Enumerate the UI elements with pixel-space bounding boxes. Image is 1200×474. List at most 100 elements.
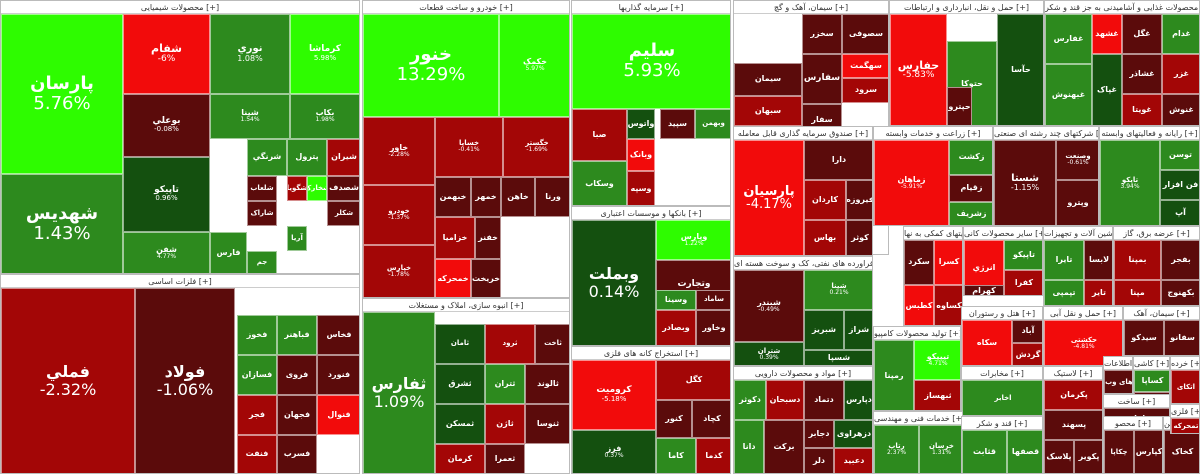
sector-title-expand[interactable]: کاشی [+] <box>1134 357 1169 370</box>
stock-tile[interactable]: شتران 0.39% <box>734 342 804 365</box>
stock-tile[interactable]: آريا <box>287 226 307 251</box>
stock-tile[interactable]: واتوس <box>627 109 655 139</box>
stock-tile[interactable]: کدما <box>696 438 730 473</box>
stock-tile[interactable]: شيران <box>327 139 359 176</box>
stock-tile[interactable]: غدام <box>1162 14 1199 54</box>
stock-tile[interactable]: جم <box>247 251 277 273</box>
stock-tile[interactable]: قثابت <box>962 430 1007 473</box>
stock-tile[interactable]: بهاس <box>804 220 846 255</box>
sector-title-expand[interactable]: عرضه برق، گاز [+] <box>1114 227 1199 240</box>
stock-tile[interactable]: کچاد <box>692 400 730 438</box>
stock-tile[interactable]: بوعلي -0.08% <box>123 94 210 157</box>
stock-tile[interactable]: فروی <box>277 355 317 395</box>
stock-tile[interactable]: خاهن <box>501 177 535 217</box>
stock-tile[interactable]: کپارس <box>1134 430 1162 473</box>
stock-tile[interactable]: ثاخت <box>535 324 569 364</box>
stock-tile[interactable]: غپاک <box>1092 54 1122 125</box>
stock-tile[interactable]: کساپا <box>1134 370 1169 392</box>
sector-title-expand[interactable]: خودرو و ساخت قطعات [+] <box>363 1 569 14</box>
stock-tile[interactable]: زشريف <box>949 202 992 225</box>
stock-tile[interactable]: فخاس <box>317 315 359 355</box>
stock-tile[interactable]: غشهد <box>1092 14 1122 54</box>
stock-tile[interactable]: وبانک <box>627 139 655 171</box>
sector-title-expand[interactable]: مخابرات [+] <box>962 367 1042 380</box>
sector-title-expand[interactable]: سیمان، آهک [+] <box>1124 307 1199 320</box>
stock-tile[interactable]: آپ <box>1160 200 1199 225</box>
stock-tile[interactable]: ساماد <box>696 290 730 310</box>
stock-tile[interactable]: فخوز <box>237 315 277 355</box>
stock-tile[interactable]: تپمپی <box>1044 280 1084 305</box>
sector-title-expand[interactable]: بانکها و موسسات اعتباری [+] <box>572 207 730 220</box>
stock-tile[interactable]: پلاسک <box>1044 440 1074 473</box>
stock-tile[interactable]: خاور -2.28% <box>363 117 435 185</box>
sector-title-expand[interactable]: قند و شکر [+] <box>962 417 1042 430</box>
stock-tile[interactable]: شکلر <box>327 201 359 226</box>
stock-tile[interactable]: سهگمت <box>842 54 888 78</box>
stock-tile[interactable]: غنوش <box>1162 94 1199 125</box>
stock-tile[interactable]: کروميت -5.18% <box>572 360 656 430</box>
stock-tile[interactable]: کطبس <box>904 285 934 325</box>
stock-tile[interactable]: دسبحان <box>766 380 804 420</box>
stock-tile[interactable]: کسرا <box>934 240 962 285</box>
stock-tile[interactable]: زماهان -5.91% <box>874 140 949 225</box>
stock-tile[interactable]: تاپکو 3.94% <box>1100 140 1160 225</box>
stock-tile[interactable]: تاپيکو 0.96% <box>123 157 210 232</box>
stock-tile[interactable]: پترول <box>287 139 327 176</box>
stock-tile[interactable]: شرنگي <box>247 139 287 176</box>
stock-tile[interactable]: غفارس <box>1045 14 1092 64</box>
stock-tile[interactable]: سبهان <box>734 96 802 126</box>
stock-tile[interactable]: وسينا <box>656 290 696 310</box>
stock-tile[interactable]: سفانو <box>1164 320 1199 355</box>
stock-tile[interactable]: فجهان <box>277 395 317 435</box>
stock-tile[interactable]: ثفارس 1.09% <box>363 312 435 473</box>
stock-tile[interactable]: خزامیا <box>435 217 475 259</box>
stock-tile[interactable]: لابسا <box>1084 240 1112 280</box>
stock-tile[interactable]: فسرب <box>277 435 317 473</box>
stock-tile[interactable]: تمحرکه <box>1171 418 1199 433</box>
stock-tile[interactable]: ثامان <box>435 324 485 364</box>
stock-tile[interactable]: تيپيکو 4.71% <box>914 340 960 380</box>
stock-tile[interactable]: دتماد <box>804 380 844 420</box>
sector-title-expand[interactable]: سایر محصولات کانی [+] <box>964 227 1042 240</box>
stock-tile[interactable]: ثنوسا <box>525 404 569 444</box>
stock-tile[interactable]: کرمان <box>435 444 485 473</box>
stock-tile[interactable]: خکمک 5.97% <box>499 14 569 117</box>
stock-tile[interactable]: وبهمن <box>695 109 730 139</box>
stock-tile[interactable]: سکاه <box>962 320 1012 365</box>
stock-tile[interactable]: کخاک <box>1164 430 1199 473</box>
stock-tile[interactable]: کساوه <box>934 285 962 325</box>
stock-tile[interactable]: وبملت 0.14% <box>572 220 656 345</box>
stock-tile[interactable]: شفام -6% <box>123 14 210 94</box>
sector-title-expand[interactable]: فراورده های نفتی، کک و سوخت هسته ای [+] <box>734 257 872 270</box>
stock-tile[interactable]: فباهنر <box>277 315 317 355</box>
stock-tile[interactable]: ورنا <box>535 177 569 217</box>
stock-tile[interactable]: فرز 0.37% <box>572 430 656 473</box>
stock-tile[interactable]: غويتا <box>1122 94 1162 125</box>
sector-title-expand[interactable]: لاستیک [+] <box>1044 367 1102 380</box>
sector-title-expand[interactable]: حمل و نقل آبی [+] <box>1044 307 1122 320</box>
stock-tile[interactable]: شاراک <box>247 201 277 226</box>
stock-tile[interactable]: پارسیان -4.17% <box>734 140 804 255</box>
stock-tile[interactable]: غشاذر <box>1122 54 1162 94</box>
stock-tile[interactable]: فولاد -1.06% <box>135 288 235 473</box>
stock-tile[interactable]: آباد <box>1012 320 1042 343</box>
sector-title-expand[interactable]: استخراج کانه های فلزی [+] <box>572 347 730 360</box>
sector-title-expand[interactable]: زراعت و خدمات وابسته [+] <box>874 127 992 140</box>
stock-tile[interactable]: قصفها <box>1007 430 1042 473</box>
stock-tile[interactable]: شهديس 1.43% <box>1 174 123 273</box>
stock-tile[interactable]: خمحرکه <box>435 259 471 297</box>
sector-title-expand[interactable]: خدمات فنی و مهندسی [+] <box>874 412 962 425</box>
stock-tile[interactable]: رمپنا <box>874 340 914 410</box>
stock-tile[interactable]: های وب <box>1104 370 1132 393</box>
stock-tile[interactable]: بکهنوج <box>1161 280 1199 305</box>
stock-tile[interactable]: تاپيکو <box>1004 240 1042 270</box>
stock-tile[interactable]: فسازان <box>237 355 277 395</box>
stock-tile[interactable]: سصوفی <box>842 14 888 54</box>
stock-tile[interactable]: سليم 5.93% <box>572 14 730 109</box>
stock-tile[interactable]: سپید <box>660 109 695 139</box>
sector-title-expand[interactable]: فلزات اساسی [+] <box>1 275 359 288</box>
stock-tile[interactable]: شلعاب <box>247 176 277 201</box>
stock-tile[interactable]: دپارس <box>844 380 872 420</box>
stock-tile[interactable]: مپنا <box>1114 280 1161 305</box>
stock-tile[interactable]: شستا -1.15% <box>994 140 1056 225</box>
